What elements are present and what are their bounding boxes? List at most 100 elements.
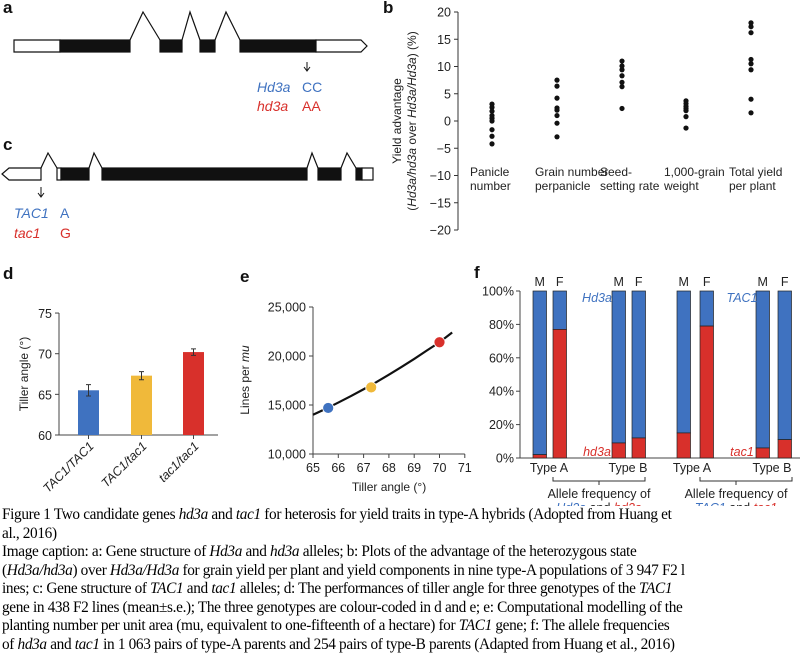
bar-minor-allele: [552, 329, 567, 459]
bar-label: F: [556, 275, 564, 289]
x-category-label: 1,000-grain: [664, 165, 725, 179]
bar-minor-allele: [777, 439, 792, 459]
intron-3: [306, 151, 319, 169]
bar-major-allele: [755, 290, 770, 449]
major-allele-label: TAC1: [726, 291, 757, 305]
data-point: [619, 67, 625, 73]
x-tick-label: 71: [458, 461, 472, 475]
genotype-point: [365, 381, 378, 394]
utr-5prime: [13, 39, 61, 53]
minor-allele-label: hd3a: [583, 445, 611, 459]
bar-major-allele: [552, 290, 567, 330]
bar-label: M: [535, 275, 545, 289]
caption-line: al., 2016): [2, 525, 800, 544]
data-point: [748, 96, 754, 102]
caption-text: (: [2, 561, 7, 579]
genotype-point: [322, 402, 335, 414]
y-tick-label: 5: [444, 87, 451, 101]
caption-text: ) over: [72, 561, 110, 579]
caption-text: Figure 1 Two candidate genes: [2, 506, 179, 523]
data-point: [619, 58, 625, 64]
data-point: [619, 105, 625, 112]
x-category-label: setting rate: [600, 179, 660, 193]
data-point: [748, 61, 754, 67]
panel-label-b: b: [383, 0, 393, 17]
y-tick-label: 20%: [489, 418, 514, 432]
intron-2: [88, 151, 103, 169]
y-tick-label: 75: [38, 307, 52, 321]
data-point: [748, 30, 754, 36]
data-point: [489, 141, 495, 147]
data-point: [489, 104, 495, 110]
intron-1: [129, 10, 161, 41]
x-category-label: number: [470, 179, 511, 193]
intron-3: [214, 10, 241, 41]
bar-minor-allele: [755, 447, 770, 459]
x-category-label: Grain number: [535, 165, 608, 179]
gene-major: Hd3a: [556, 501, 586, 506]
caption-line: Image caption: a: Gene structure of Hd3a…: [2, 543, 800, 562]
panel-label-d: d: [3, 264, 13, 283]
panel-label-e: e: [240, 267, 249, 286]
data-point: [619, 79, 625, 85]
intron-1: [40, 151, 58, 169]
exon-3: [199, 39, 216, 53]
caption-gene-name: Hd3a/hd3a: [6, 561, 73, 579]
intron-2: [181, 10, 201, 41]
allele-frequency-caption-genes: TAC1 and tac1: [695, 501, 777, 506]
y-axis-label-line1: Yield advantage: [390, 78, 404, 164]
caption-text: in 1 063 pairs of type-A parents and 254…: [99, 635, 675, 653]
data-point: [748, 110, 754, 116]
caption-line: (Hd3a/hd3a) over Hd3a/Hd3a for grain yie…: [2, 562, 800, 581]
y-tick-label: 20,000: [268, 350, 306, 364]
data-point: [683, 114, 689, 120]
caption-text: and: [242, 543, 271, 560]
allele-frequency-caption: Allele frequency of: [548, 487, 651, 501]
caption-line: planting number per unit area (mu, equiv…: [2, 617, 800, 636]
caption-text: for grain yield per plant and yield comp…: [179, 561, 685, 579]
group-label: Type A: [530, 461, 569, 475]
caption-gene-name: TAC1: [458, 617, 493, 634]
exon-3: [317, 167, 342, 181]
exon-1: [59, 39, 131, 53]
x-category-label: per plant: [729, 179, 776, 193]
allele-Hd3a: Hd3a: [257, 79, 291, 95]
caption-text: and: [183, 580, 212, 597]
y-tick-label: 100%: [482, 285, 514, 299]
snp-arrow: [37, 187, 45, 198]
panel-b-yield-advantage-chart: b Yield advantage (Hd3a/hd3a over Hd3a/H…: [383, 0, 782, 238]
y-tick-label: 80%: [489, 318, 514, 332]
y-tick-label: 0%: [496, 452, 514, 466]
bar-label: M: [679, 275, 689, 289]
error-bar: [139, 371, 144, 381]
allele-frequency-caption-genes: Hd3a and hd3a: [556, 501, 642, 506]
caption-text: alleles; b: Plots of the advantage of th…: [299, 543, 637, 560]
error-bar: [191, 348, 196, 356]
data-point: [554, 107, 560, 113]
minor-allele-label: tac1: [730, 445, 754, 459]
model-curve: [312, 331, 453, 416]
y-tick-label: 10: [437, 60, 451, 74]
caption-gene-name: tac1: [74, 635, 100, 653]
bar-major-allele: [777, 290, 792, 440]
group-label: Type A: [673, 461, 712, 475]
caption-text: gene in 438 F2 lines (mean±s.e.); The th…: [2, 598, 683, 616]
utr-3prime: [361, 167, 374, 181]
caption-gene-name: Hd3a/Hd3a: [109, 561, 180, 579]
x-tick-label: TAC1/TAC1: [40, 439, 96, 495]
data-point: [554, 83, 560, 89]
x-tick-label: TAC1/tac1: [99, 439, 150, 490]
bar-major-allele: [676, 290, 691, 434]
y-tick-label: 20: [437, 6, 451, 20]
gene-minor: hd3a: [614, 501, 642, 506]
allele-TAC1: TAC1: [14, 205, 49, 221]
x-category-label: Seed-: [600, 165, 632, 179]
data-point: [489, 133, 495, 139]
y-tick-label: −20: [430, 224, 451, 238]
y-axis-label-line2: (Hd3a/hd3a over Hd3a/Hd3a) (%): [405, 31, 419, 210]
snp-arrow: [303, 62, 311, 72]
caption-gene-name: hd3a: [17, 635, 48, 653]
y-tick-label: 15,000: [268, 399, 306, 413]
caption-line: Figure 1 Two candidate genes hd3a and ta…: [2, 506, 800, 525]
